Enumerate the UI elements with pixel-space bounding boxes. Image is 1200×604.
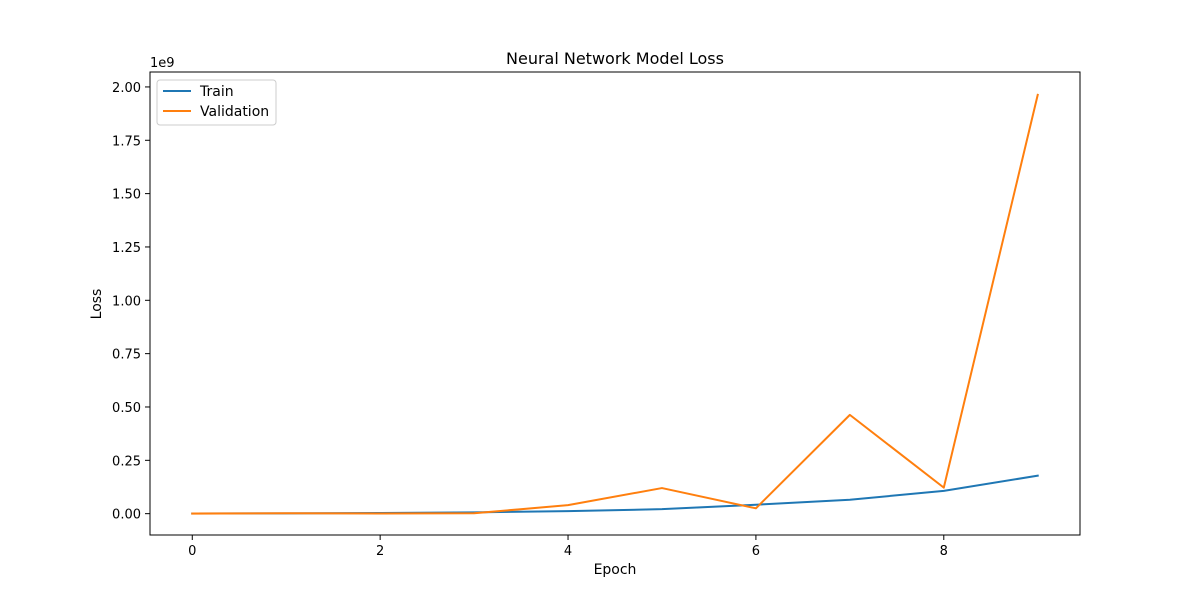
y-axis-label: Loss (89, 289, 105, 320)
y-tick-label: 0.00 (112, 508, 141, 523)
y-offset-label: 1e9 (150, 56, 175, 71)
plot-lines (191, 93, 1039, 515)
x-axis-ticks: 0 2 4 6 8 (188, 535, 948, 559)
y-tick-label: 0.25 (112, 454, 141, 469)
y-tick-label: 1.25 (112, 241, 141, 256)
x-tick-label: 2 (376, 544, 384, 559)
y-tick-label: 0.50 (112, 401, 141, 416)
legend: Train Validation (156, 79, 277, 126)
x-tick-label: 6 (752, 544, 760, 559)
x-tick-label: 4 (564, 544, 572, 559)
series-line-validation (191, 93, 1039, 515)
y-tick-label: 1.00 (112, 294, 141, 309)
legend-label-validation: Validation (200, 104, 269, 120)
y-tick-label: 0.75 (112, 348, 141, 363)
plot-frame (149, 71, 1081, 536)
y-tick-label: 2.00 (112, 81, 141, 96)
x-tick-label: 0 (188, 544, 196, 559)
x-axis-label: Epoch (594, 562, 637, 578)
y-axis-ticks: 0.00 0.25 0.50 0.75 1.00 1.25 1.50 1.75 2.00 (112, 81, 150, 523)
y-tick-label: 1.75 (112, 134, 141, 149)
x-tick-label: 8 (940, 544, 948, 559)
chart-title: Neural Network Model Loss (506, 49, 724, 68)
y-tick-label: 1.50 (112, 188, 141, 203)
legend-label-train: Train (199, 84, 234, 100)
